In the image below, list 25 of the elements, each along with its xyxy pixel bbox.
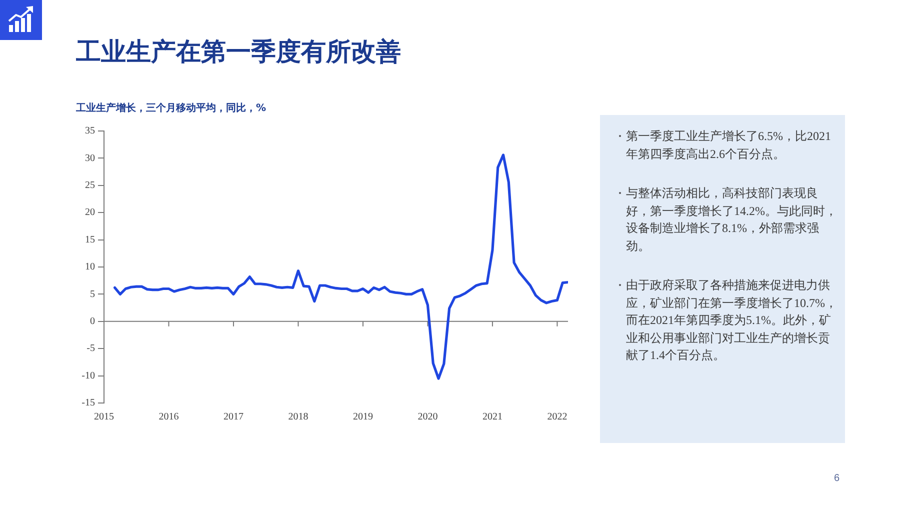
x-tick-label: 2021 <box>482 412 502 423</box>
y-tick-label: 30 <box>85 152 95 164</box>
y-tick-label: 35 <box>85 126 95 137</box>
y-tick-label: 15 <box>85 234 95 246</box>
chart-subtitle: 工业生产增长，三个月移动平均，同比，% <box>76 102 266 116</box>
y-tick-label: -15 <box>82 398 95 409</box>
x-tick-label: 2022 <box>547 412 568 423</box>
text: 第一季度工业生产增长了6.5%，比2021年第四季度高出2.6个百分点。 <box>626 129 831 160</box>
x-tick-label: 2018 <box>288 412 308 423</box>
x-tick-label: 2015 <box>94 412 114 423</box>
text: 6 <box>834 472 840 486</box>
y-tick-label: 25 <box>85 180 95 192</box>
x-tick-label: 2020 <box>418 412 438 423</box>
x-tick-label: 2019 <box>352 412 373 423</box>
x-tick-label: 2017 <box>223 412 244 423</box>
y-tick-label: 20 <box>85 207 95 218</box>
y-tick-label: -5 <box>86 343 95 354</box>
text: 与整体活动相比，高科技部门表现良好，第一季度增长了14.2%。与此同时，设备制造业增长了8.1%，外部需求强劲。 <box>626 186 837 252</box>
y-tick-label: 5 <box>90 288 95 300</box>
y-tick-label: -10 <box>82 370 95 382</box>
text: 由于政府采取了各种措施来促进电力供应，矿业部门在第一季度增长了10.7%，而在2021年第四季度为5.1%。此外，矿业和公用事业部门对工业生产的增长贡献了1.4个百分点。 <box>626 278 837 362</box>
y-tick-label: 10 <box>85 262 95 273</box>
x-tick-label: 2016 <box>158 412 179 423</box>
y-tick-label: 0 <box>90 316 95 328</box>
chart-title: 工业生产在第一季度有所改善 <box>76 36 401 68</box>
